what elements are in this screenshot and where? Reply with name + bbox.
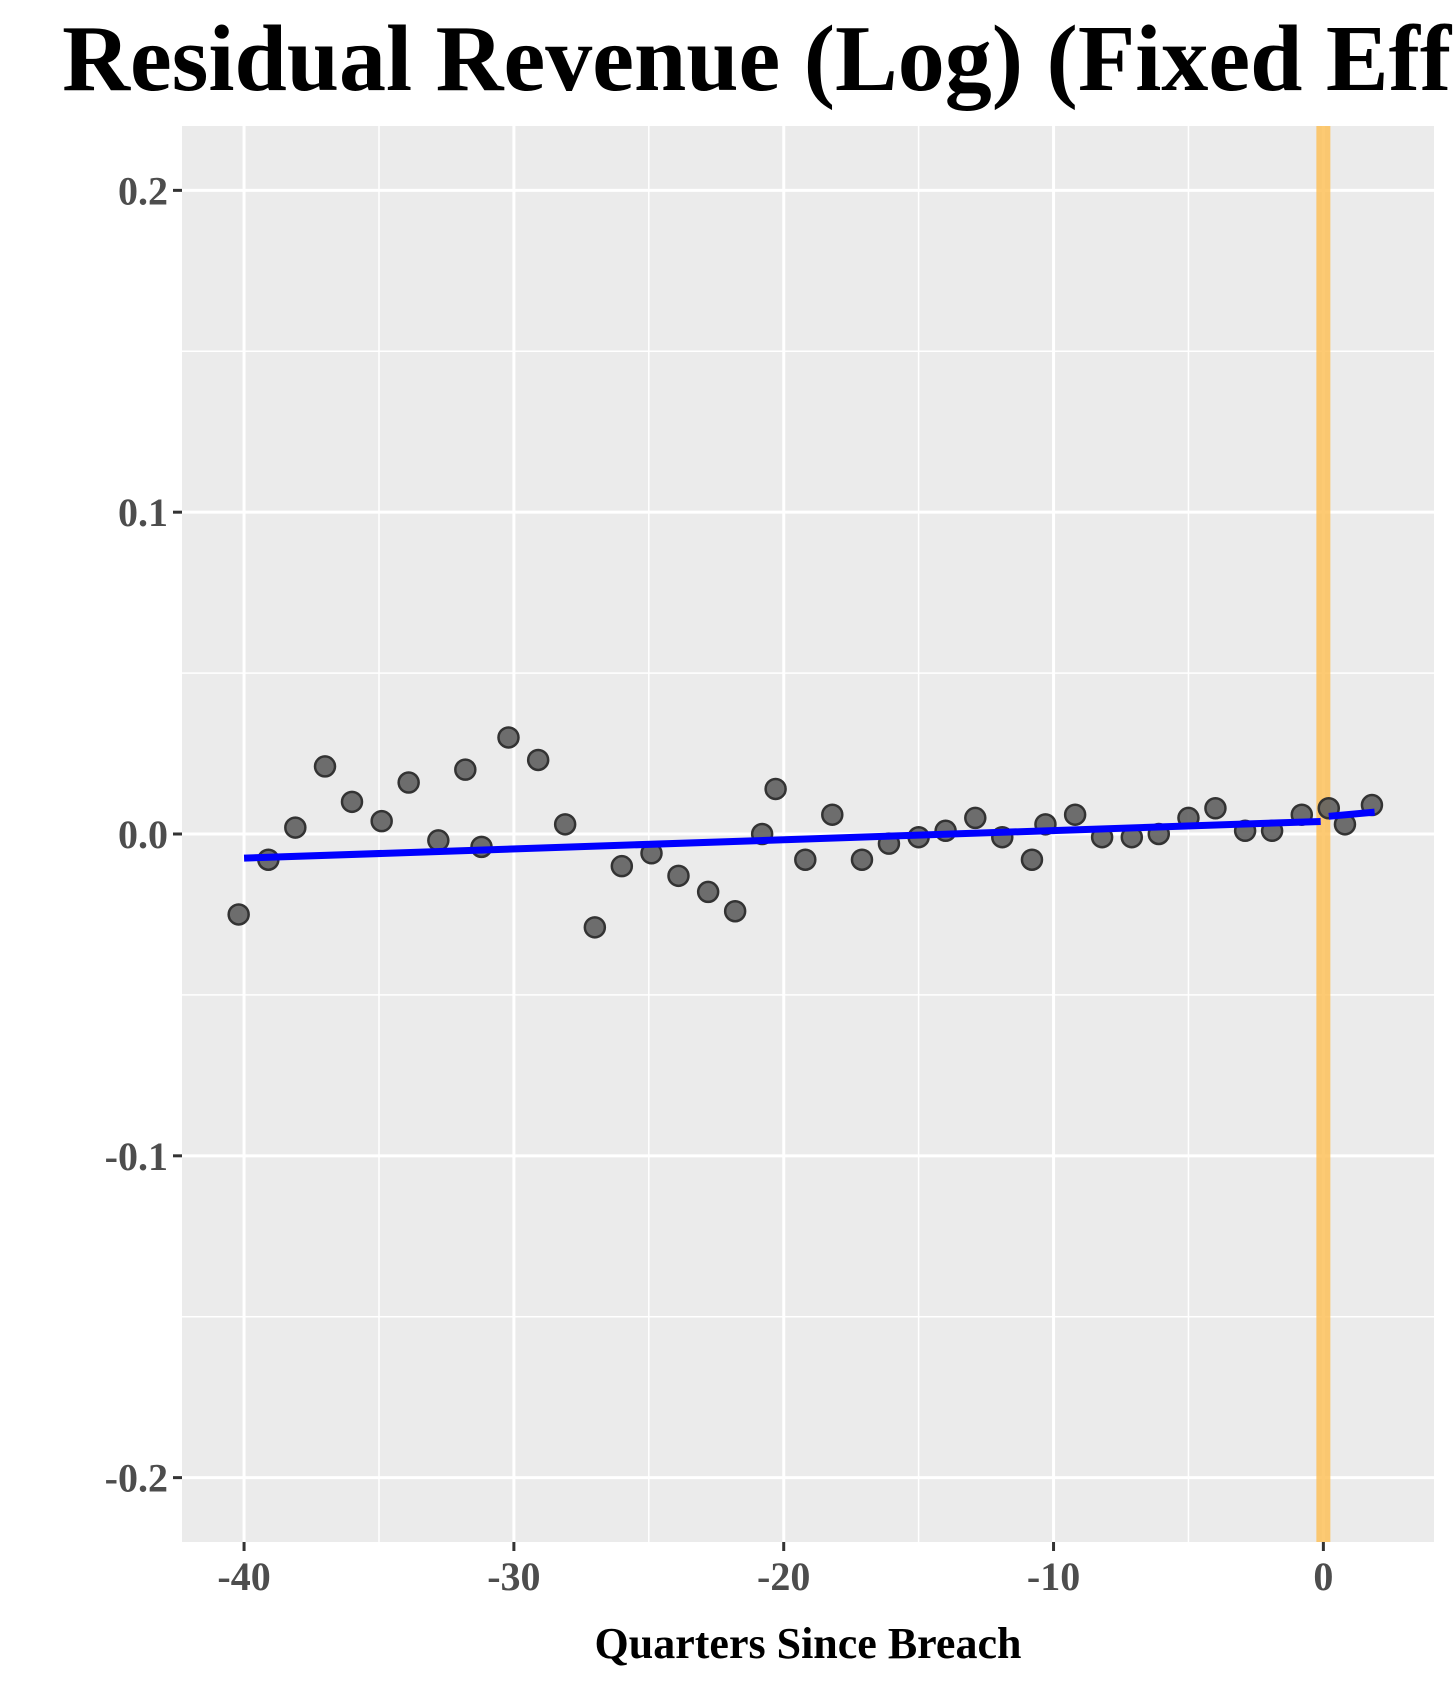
data-point	[526, 748, 550, 772]
y-tick-label: 0.0	[118, 812, 168, 857]
data-point	[1063, 803, 1087, 826]
axes: -40 -30 -20 -10 0 0.2 0.1 0.0 -0.1 -0.2	[105, 168, 1334, 1599]
x-tick-label: -10	[1027, 1554, 1080, 1599]
x-axis-title: Quarters Since Breach	[595, 1619, 1022, 1668]
chart-title: Residual Revenue (Log) (Fixed Effects)	[62, 7, 1453, 111]
grid-lines	[182, 126, 1434, 1542]
data-point	[427, 829, 450, 852]
data-point	[370, 809, 393, 833]
y-tick-label: 0.2	[118, 168, 168, 213]
data-point	[497, 726, 520, 749]
data-point	[667, 864, 690, 888]
data-point	[583, 916, 607, 939]
data-point	[964, 806, 987, 830]
x-tick-label: -40	[217, 1554, 270, 1599]
data-point	[696, 880, 720, 904]
data-point	[284, 816, 307, 839]
y-tick-label: 0.1	[118, 490, 168, 535]
y-tick-label: -0.1	[105, 1134, 168, 1179]
data-point	[1020, 848, 1044, 871]
x-tick-label: -20	[757, 1554, 810, 1599]
data-point	[313, 755, 337, 778]
data-point	[821, 803, 844, 826]
fit-line-segment	[1328, 808, 1375, 820]
data-point	[850, 848, 874, 871]
data-point	[723, 899, 747, 923]
data-point	[1204, 797, 1227, 820]
data-point	[610, 854, 634, 878]
x-tick-label: 0	[1313, 1554, 1333, 1599]
data-point	[227, 903, 250, 926]
fit-line-segment	[243, 817, 1321, 862]
event-band-layer	[1316, 126, 1331, 1542]
data-point	[454, 758, 477, 781]
fit-lines	[243, 808, 1375, 862]
data-point	[794, 848, 817, 871]
data-point	[340, 790, 364, 814]
y-tick-label: -0.2	[105, 1456, 168, 1501]
data-point	[764, 777, 787, 801]
event-band	[1316, 126, 1331, 1542]
x-tick-label: -30	[487, 1554, 540, 1599]
data-point	[553, 813, 577, 836]
data-point	[397, 771, 420, 794]
